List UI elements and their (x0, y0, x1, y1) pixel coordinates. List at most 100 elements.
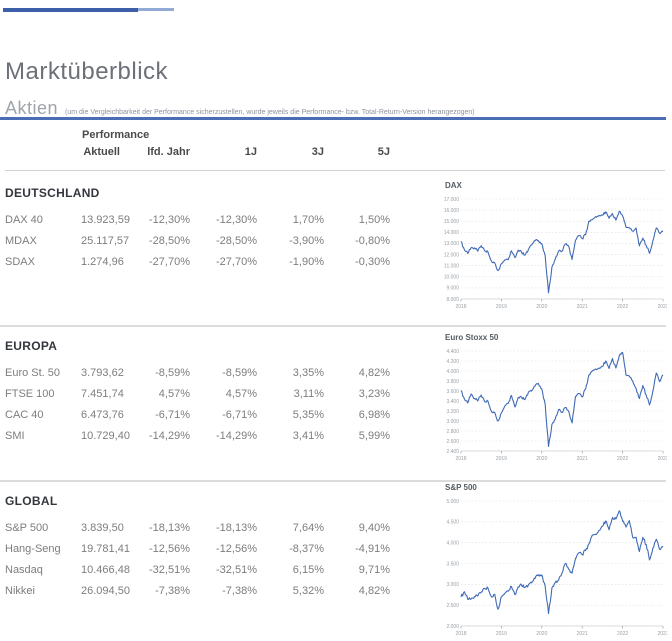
svg-text:2018: 2018 (455, 631, 466, 637)
index-value: 1,50% (358, 213, 390, 226)
svg-text:4.000: 4.000 (446, 540, 459, 546)
index-name: MDAX (5, 234, 37, 247)
index-value: -0,80% (355, 234, 390, 247)
svg-text:2022: 2022 (617, 304, 628, 310)
index-value: 4,82% (358, 584, 390, 597)
section-title: Aktien (5, 98, 59, 118)
index-name: DAX 40 (5, 213, 43, 226)
index-value: -32,51% (149, 563, 190, 576)
index-value: -12,56% (216, 542, 257, 555)
svg-text:2019: 2019 (496, 304, 507, 310)
index-value: 4,82% (358, 366, 390, 379)
table-row: FTSE 100 7.451,74 4,57% 4,57% 3,11% 3,23% (5, 383, 393, 404)
table-row: SMI 10.729,40 -14,29% -14,29% 3,41% 5,99% (5, 425, 393, 446)
index-value: -3,90% (289, 234, 324, 247)
index-value: 7.451,74 (81, 387, 124, 400)
index-value: -18,13% (149, 521, 190, 534)
chart-data-line (460, 351, 664, 448)
chart-title: Euro Stoxx 50 (445, 333, 499, 342)
index-value: 3,23% (358, 387, 390, 400)
index-value: -12,30% (216, 213, 257, 226)
index-value: 6,15% (292, 563, 324, 576)
section-divider (0, 325, 666, 327)
svg-text:2019: 2019 (496, 631, 507, 637)
line-chart: 17.000 16.000 15.000 14.000 13.000 12.000 11.0… (444, 197, 667, 310)
svg-text:4.200: 4.200 (446, 359, 459, 365)
index-value: 6,98% (358, 408, 390, 421)
performance-group-label: Performance (82, 129, 150, 141)
svg-text:2022: 2022 (617, 456, 628, 462)
svg-text:3.000: 3.000 (446, 419, 459, 425)
index-value: -12,30% (149, 213, 190, 226)
index-value: -8,37% (289, 542, 324, 555)
svg-text:8.000: 8.000 (446, 297, 459, 303)
index-value: 3.793,62 (81, 366, 124, 379)
svg-text:3.200: 3.200 (446, 409, 459, 415)
svg-text:2.600: 2.600 (446, 439, 459, 445)
section-divider-rule (0, 117, 666, 120)
section-heading: Aktien (um die Vergleichbarkeit der Perfo… (5, 98, 475, 119)
chart-data-line (460, 210, 664, 294)
index-value: -8,59% (222, 366, 257, 379)
index-value: 9,71% (358, 563, 390, 576)
index-value: 5,99% (358, 429, 390, 442)
svg-text:2020: 2020 (536, 456, 547, 462)
svg-text:2020: 2020 (536, 304, 547, 310)
column-header: 5J (377, 146, 390, 158)
svg-text:2018: 2018 (455, 456, 466, 462)
index-value: 6.473,76 (81, 408, 124, 421)
table-section-title: EUROPA (5, 339, 58, 353)
index-value: -32,51% (216, 563, 257, 576)
table-section: DEUTSCHLAND DAX 40 13.923,59 -12,30% -12,30%… (5, 186, 393, 272)
index-value: -6,71% (155, 408, 190, 421)
index-value: -18,13% (216, 521, 257, 534)
svg-text:3.400: 3.400 (446, 399, 459, 405)
index-value: 7,64% (292, 521, 324, 534)
index-value: -12,56% (149, 542, 190, 555)
index-value: -0,30% (355, 255, 390, 268)
chart-block: Euro Stoxx 50 4.400 4.200 4.000 3.800 3.600 3.… (437, 333, 672, 466)
index-name: S&P 500 (5, 521, 49, 534)
table-row: MDAX 25.117,57 -28,50% -28,50% -3,90% -0,80% (5, 230, 393, 251)
index-value: 1,70% (292, 213, 324, 226)
column-header: 3J (311, 146, 324, 158)
table-row: Euro St. 50 3.793,62 -8,59% -8,59% 3,35% 4,82… (5, 362, 393, 383)
index-name: Euro St. 50 (5, 366, 61, 379)
svg-text:2.000: 2.000 (446, 624, 459, 630)
svg-text:3.500: 3.500 (446, 561, 459, 567)
svg-text:2020: 2020 (536, 631, 547, 637)
column-header: Aktuell (83, 146, 120, 158)
index-value: 3,35% (292, 366, 324, 379)
index-name: SMI (5, 429, 25, 442)
index-value: 3,41% (292, 429, 324, 442)
svg-text:14.000: 14.000 (444, 230, 460, 236)
index-value: 19.781,41 (81, 542, 130, 555)
index-value: -1,90% (289, 255, 324, 268)
index-value: 1.274,96 (81, 255, 124, 268)
line-chart: 4.400 4.200 4.000 3.800 3.600 3.400 3.200 3.000… (446, 349, 667, 462)
index-name: CAC 40 (5, 408, 44, 421)
index-value: -8,59% (155, 366, 190, 379)
table-section-title: DEUTSCHLAND (5, 186, 100, 200)
table-column-headers: Aktuell lfd. Jahr 1J 3J 5J (5, 146, 391, 158)
column-header: 1J (244, 146, 257, 158)
svg-text:5.000: 5.000 (446, 499, 459, 505)
svg-text:17.000: 17.000 (444, 197, 460, 203)
table-row: Nikkei 26.094,50 -7,38% -7,38% 5,32% 4,82% (5, 580, 393, 601)
svg-text:2021: 2021 (577, 631, 588, 637)
table-section-title: GLOBAL (5, 494, 58, 508)
index-value: 4,57% (158, 387, 190, 400)
svg-text:12.000: 12.000 (444, 252, 460, 258)
index-value: -27,70% (149, 255, 190, 268)
index-value: 9,40% (358, 521, 390, 534)
svg-text:2.400: 2.400 (446, 449, 459, 455)
svg-text:2.800: 2.800 (446, 429, 459, 435)
chart-block: S&P 500 5.000 4.500 4.000 3.500 3.000 2.500 2.0… (437, 483, 672, 641)
table-row: SDAX 1.274,96 -27,70% -27,70% -1,90% -0,30% (5, 251, 393, 272)
svg-text:11.000: 11.000 (444, 263, 459, 269)
index-value: 13.923,59 (81, 213, 130, 226)
svg-text:2023: 2023 (657, 631, 667, 637)
index-value: -7,38% (155, 584, 190, 597)
table-row: Nasdaq 10.466,48 -32,51% -32,51% 6,15% 9,71% (5, 559, 393, 580)
index-value: 26.094,50 (81, 584, 130, 597)
